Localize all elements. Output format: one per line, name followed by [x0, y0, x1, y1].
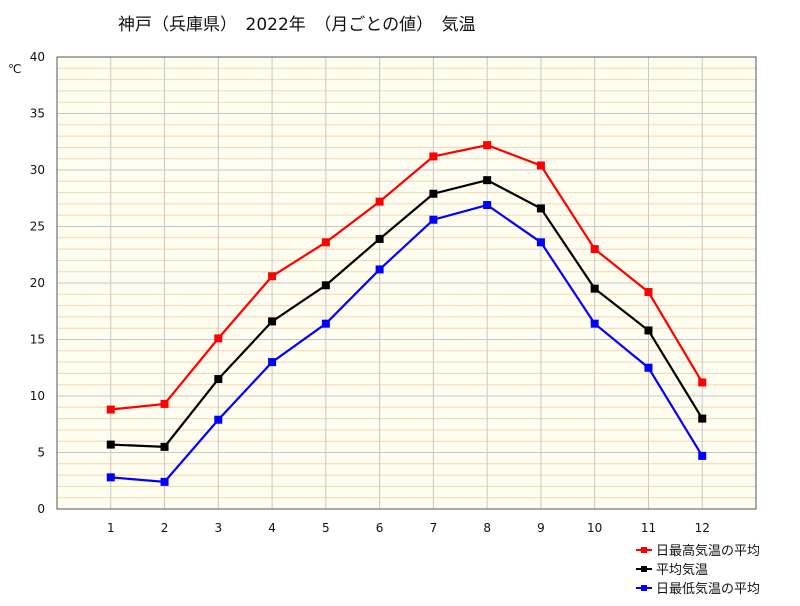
data-point-max-temperature [536, 161, 545, 170]
y-tick-label: 20 [30, 276, 45, 290]
data-point-max-temperature [321, 238, 330, 247]
data-point-mean-temperature [429, 189, 438, 198]
data-point-min-temperature [429, 215, 438, 224]
data-point-mean-temperature [375, 234, 384, 243]
x-tick-label: 7 [430, 521, 438, 535]
y-tick-label: 35 [30, 107, 45, 121]
data-point-mean-temperature [536, 204, 545, 213]
x-tick-label: 8 [483, 521, 491, 535]
legend: 日最高気温の平均 平均気温 日最低気温の平均 [636, 540, 760, 597]
x-tick-label: 3 [214, 521, 222, 535]
data-point-max-temperature [644, 288, 653, 297]
data-point-min-temperature [590, 319, 599, 328]
y-tick-label: 0 [37, 502, 45, 516]
y-tick-label: 40 [30, 50, 45, 64]
x-tick-label: 5 [322, 521, 330, 535]
data-point-mean-temperature [483, 176, 492, 185]
data-point-min-temperature [698, 451, 707, 460]
x-tick-label: 9 [537, 521, 545, 535]
series-line-mean-temperature [110, 179, 704, 448]
x-tick-label: 6 [376, 521, 384, 535]
data-point-max-temperature [214, 334, 223, 343]
legend-label-min: 日最低気温の平均 [656, 582, 761, 597]
x-tick-label: 2 [161, 521, 169, 535]
legend-item-min: 日最低気温の平均 [636, 578, 760, 597]
legend-label-max: 日最高気温の平均 [656, 544, 761, 559]
data-point-max-temperature [698, 378, 707, 387]
data-point-max-temperature [106, 405, 115, 414]
y-axis-unit-label: ℃ [8, 62, 22, 76]
data-point-mean-temperature [321, 281, 330, 290]
data-point-mean-temperature [590, 284, 599, 293]
chart-title: 神戸（兵庫県） 2022年 （月ごとの値） 気温 [118, 15, 476, 35]
data-point-max-temperature [268, 272, 277, 281]
legend-label-mean: 平均気温 [656, 563, 709, 578]
x-tick-label: 10 [587, 521, 602, 535]
y-tick-label: 15 [30, 333, 45, 347]
plot-border [56, 56, 757, 510]
data-point-mean-temperature [698, 414, 707, 423]
x-tick-label: 11 [641, 521, 656, 535]
legend-swatch-max [636, 545, 652, 555]
data-point-mean-temperature [106, 440, 115, 449]
data-point-min-temperature [321, 319, 330, 328]
x-tick-label: 12 [695, 521, 710, 535]
data-point-min-temperature [644, 363, 653, 372]
data-point-min-temperature [214, 415, 223, 424]
legend-swatch-mean [636, 564, 652, 574]
data-point-min-temperature [106, 473, 115, 482]
data-point-max-temperature [483, 141, 492, 150]
y-tick-label: 10 [30, 389, 45, 403]
legend-swatch-min [636, 583, 652, 593]
data-point-max-temperature [375, 197, 384, 206]
data-point-max-temperature [160, 399, 169, 408]
y-tick-label: 5 [37, 446, 45, 460]
series-line-max-temperature [110, 143, 704, 411]
y-tick-label: 25 [30, 220, 45, 234]
legend-item-mean: 平均気温 [636, 559, 760, 578]
data-point-mean-temperature [644, 326, 653, 335]
data-point-max-temperature [429, 152, 438, 161]
legend-item-max: 日最高気温の平均 [636, 540, 760, 559]
x-tick-label: 4 [268, 521, 276, 535]
data-point-min-temperature [268, 358, 277, 367]
data-point-min-temperature [536, 238, 545, 247]
data-point-mean-temperature [160, 442, 169, 451]
data-point-min-temperature [160, 477, 169, 486]
y-tick-label: 30 [30, 163, 45, 177]
data-point-mean-temperature [268, 317, 277, 326]
series-line-min-temperature [110, 203, 704, 484]
data-point-min-temperature [483, 201, 492, 210]
x-tick-label: 1 [107, 521, 115, 535]
data-point-min-temperature [375, 265, 384, 274]
data-point-max-temperature [590, 245, 599, 254]
data-point-mean-temperature [214, 375, 223, 384]
